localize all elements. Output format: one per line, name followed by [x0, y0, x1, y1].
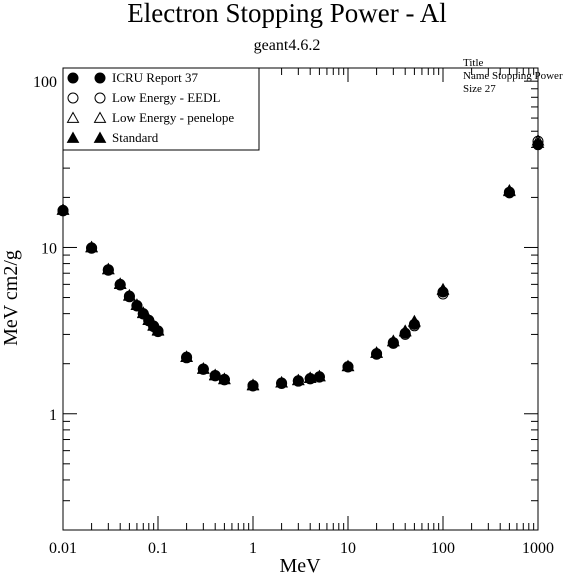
stats-box: Title Name Stopping Power Size 27 [463, 57, 563, 95]
tick-labels: 0.01 0.1 1 10 100 1000 1 10 100 [33, 74, 554, 557]
marker-filled-triangle-point [123, 289, 136, 301]
x-tick-label: 10 [340, 540, 356, 557]
marker-filled-triangle-point [341, 359, 355, 372]
chart-title: Electron Stopping Power - Al [127, 0, 446, 28]
x-tick-label: 1 [249, 540, 257, 557]
x-axis-label: MeV [279, 555, 321, 574]
x-tick-label: 0.1 [148, 540, 168, 557]
x-tick-label: 100 [431, 540, 455, 557]
legend-label-standard: Standard [112, 130, 159, 145]
legend-marker-right [94, 72, 106, 84]
marker-filled-triangle-point [436, 282, 450, 295]
x-tick-label: 0.01 [49, 540, 77, 557]
legend-marker-right [93, 111, 107, 123]
marker-filled-triangle-point [136, 306, 150, 319]
y-tick-label: 1 [49, 407, 57, 424]
legend-label-penelope: Low Energy - penelope [112, 110, 234, 125]
legend-label-eedl: Low Energy - EEDL [112, 90, 220, 105]
marker-filled-triangle-point [291, 373, 305, 386]
y-tick-label: 10 [41, 240, 57, 257]
chart-subtitle: geant4.6.2 [254, 37, 321, 54]
marker-filled-triangle-point [151, 324, 165, 336]
marker-filled-triangle-point [196, 362, 210, 374]
plot-frame [62, 67, 539, 531]
marker-filled-triangle-point [142, 313, 156, 325]
stats-name: Name Stopping Power [463, 70, 563, 82]
marker-filled-triangle-point [113, 277, 127, 290]
legend-markers [66, 72, 107, 143]
data-markers [56, 133, 545, 392]
marker-filled-triangle-point [85, 240, 98, 253]
marker-filled-triangle-point [398, 324, 412, 336]
stats-size: Size 27 [463, 83, 496, 95]
stats-title: Title [463, 57, 484, 69]
marker-filled-triangle-point [208, 368, 222, 381]
marker-filled-triangle-point [275, 376, 288, 388]
marker-filled-triangle-point [180, 350, 193, 363]
y-axis-label: MeV cm2/g [0, 250, 22, 346]
y-tick-label: 100 [33, 74, 57, 91]
legend: ICRU Report 37 Low Energy - EEDL Low Ene… [62, 67, 260, 151]
marker-filled-triangle-point [218, 372, 231, 385]
legend-marker-left [66, 111, 80, 123]
marker-filled-triangle-point [101, 262, 115, 275]
marker-filled-triangle-point [246, 378, 260, 391]
marker-filled-triangle-point [386, 334, 400, 346]
legend-marker-left [67, 72, 79, 84]
legend-box [62, 67, 260, 151]
marker-filled-triangle-point [370, 346, 383, 358]
legend-marker-left [67, 92, 79, 104]
marker-filled-triangle-point [56, 203, 70, 215]
marker-filled-triangle-point [408, 314, 421, 327]
x-tick-label: 1000 [522, 540, 554, 557]
marker-filled-triangle-point [313, 369, 326, 382]
legend-marker-left [66, 131, 80, 143]
legend-label-icru: ICRU Report 37 [112, 70, 198, 85]
legend-marker-right [93, 131, 107, 143]
legend-marker-right [94, 92, 106, 104]
marker-filled-triangle-point [531, 136, 545, 148]
marker-filled-triangle-point [503, 183, 516, 196]
marker-filled-triangle-point [303, 371, 317, 383]
marker-filled-triangle-point [130, 298, 144, 311]
